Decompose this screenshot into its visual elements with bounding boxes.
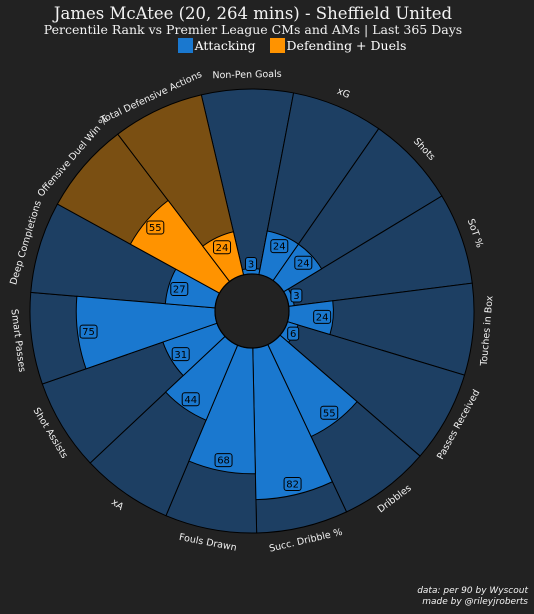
legend-item-attacking: Attacking bbox=[177, 38, 256, 53]
value-box-xa bbox=[181, 392, 200, 407]
footer-data-source: data: per 90 by Wyscout bbox=[417, 586, 528, 596]
category-label-touches-in-box: Touches in Box bbox=[479, 295, 496, 367]
value-label-touches-in-box: 24 bbox=[316, 312, 329, 323]
legend-swatch-attacking bbox=[177, 38, 193, 53]
value-label-fouls-drawn: 68 bbox=[217, 456, 230, 467]
category-label-xa: xA bbox=[109, 497, 126, 513]
value-box-deep-completions bbox=[170, 282, 189, 297]
value-label-shots: 24 bbox=[297, 258, 310, 269]
value-label-deep-completions: 27 bbox=[173, 285, 186, 296]
value-label-xg: 24 bbox=[273, 242, 286, 253]
value-label-shot-assists: 31 bbox=[174, 350, 187, 361]
category-label-xg: xG bbox=[335, 86, 351, 101]
legend-item-defending: Defending + Duels bbox=[269, 38, 407, 53]
value-label-passes-received: 6 bbox=[290, 329, 296, 340]
value-label-non-pen-goals: 3 bbox=[248, 260, 254, 271]
value-box-sot bbox=[290, 288, 303, 303]
category-label-non-pen-goals: Non-Pen Goals bbox=[212, 69, 281, 81]
value-box-dribbles bbox=[320, 405, 339, 420]
value-box-non-pen-goals bbox=[245, 257, 258, 272]
value-label-xa: 44 bbox=[184, 395, 197, 406]
value-label-dribbles: 55 bbox=[323, 408, 336, 419]
value-labels: 3 24 24 3 24 6 55 82 68 44 31 75 27 55 24 bbox=[79, 220, 339, 492]
value-box-xg bbox=[270, 239, 289, 254]
value-label-succ-dribble: 82 bbox=[286, 480, 299, 491]
category-label-shots: Shots bbox=[411, 136, 437, 163]
value-box-touches-in-box bbox=[313, 309, 332, 324]
legend-label-attacking: Attacking bbox=[194, 38, 256, 53]
category-label-smart-passes: Smart Passes bbox=[8, 308, 27, 373]
value-box-shots bbox=[294, 255, 313, 270]
value-box-offensive-duel-win bbox=[146, 220, 165, 235]
footer-credits: data: per 90 by Wyscout made by @rileyjr… bbox=[417, 586, 528, 608]
center-circle bbox=[214, 273, 290, 349]
category-label-sot: SoT % bbox=[465, 218, 485, 250]
value-label-smart-passes: 75 bbox=[82, 327, 95, 338]
value-box-succ-dribble bbox=[283, 477, 302, 492]
value-label-sot: 3 bbox=[293, 291, 299, 302]
chart-subtitle: Percentile Rank vs Premier League CMs an… bbox=[43, 22, 463, 37]
legend: Attacking Defending + Duels bbox=[0, 38, 534, 53]
value-label-offensive-duel-win: 55 bbox=[149, 223, 162, 234]
legend-swatch-defending bbox=[269, 38, 285, 53]
legend-label-defending: Defending + Duels bbox=[286, 38, 407, 53]
value-box-smart-passes bbox=[79, 324, 98, 339]
footer-author: made by @rileyjroberts bbox=[422, 597, 528, 607]
value-box-fouls-drawn bbox=[214, 453, 233, 468]
value-box-passes-received bbox=[287, 326, 300, 341]
value-label-total-defensive-actions: 24 bbox=[216, 243, 229, 254]
value-box-shot-assists bbox=[171, 347, 190, 362]
chart-title: James McAtee (20, 264 mins) - Sheffield … bbox=[53, 4, 453, 23]
category-label-fouls-drawn: Fouls Drawn bbox=[178, 532, 237, 554]
value-box-total-defensive-actions bbox=[213, 240, 232, 255]
